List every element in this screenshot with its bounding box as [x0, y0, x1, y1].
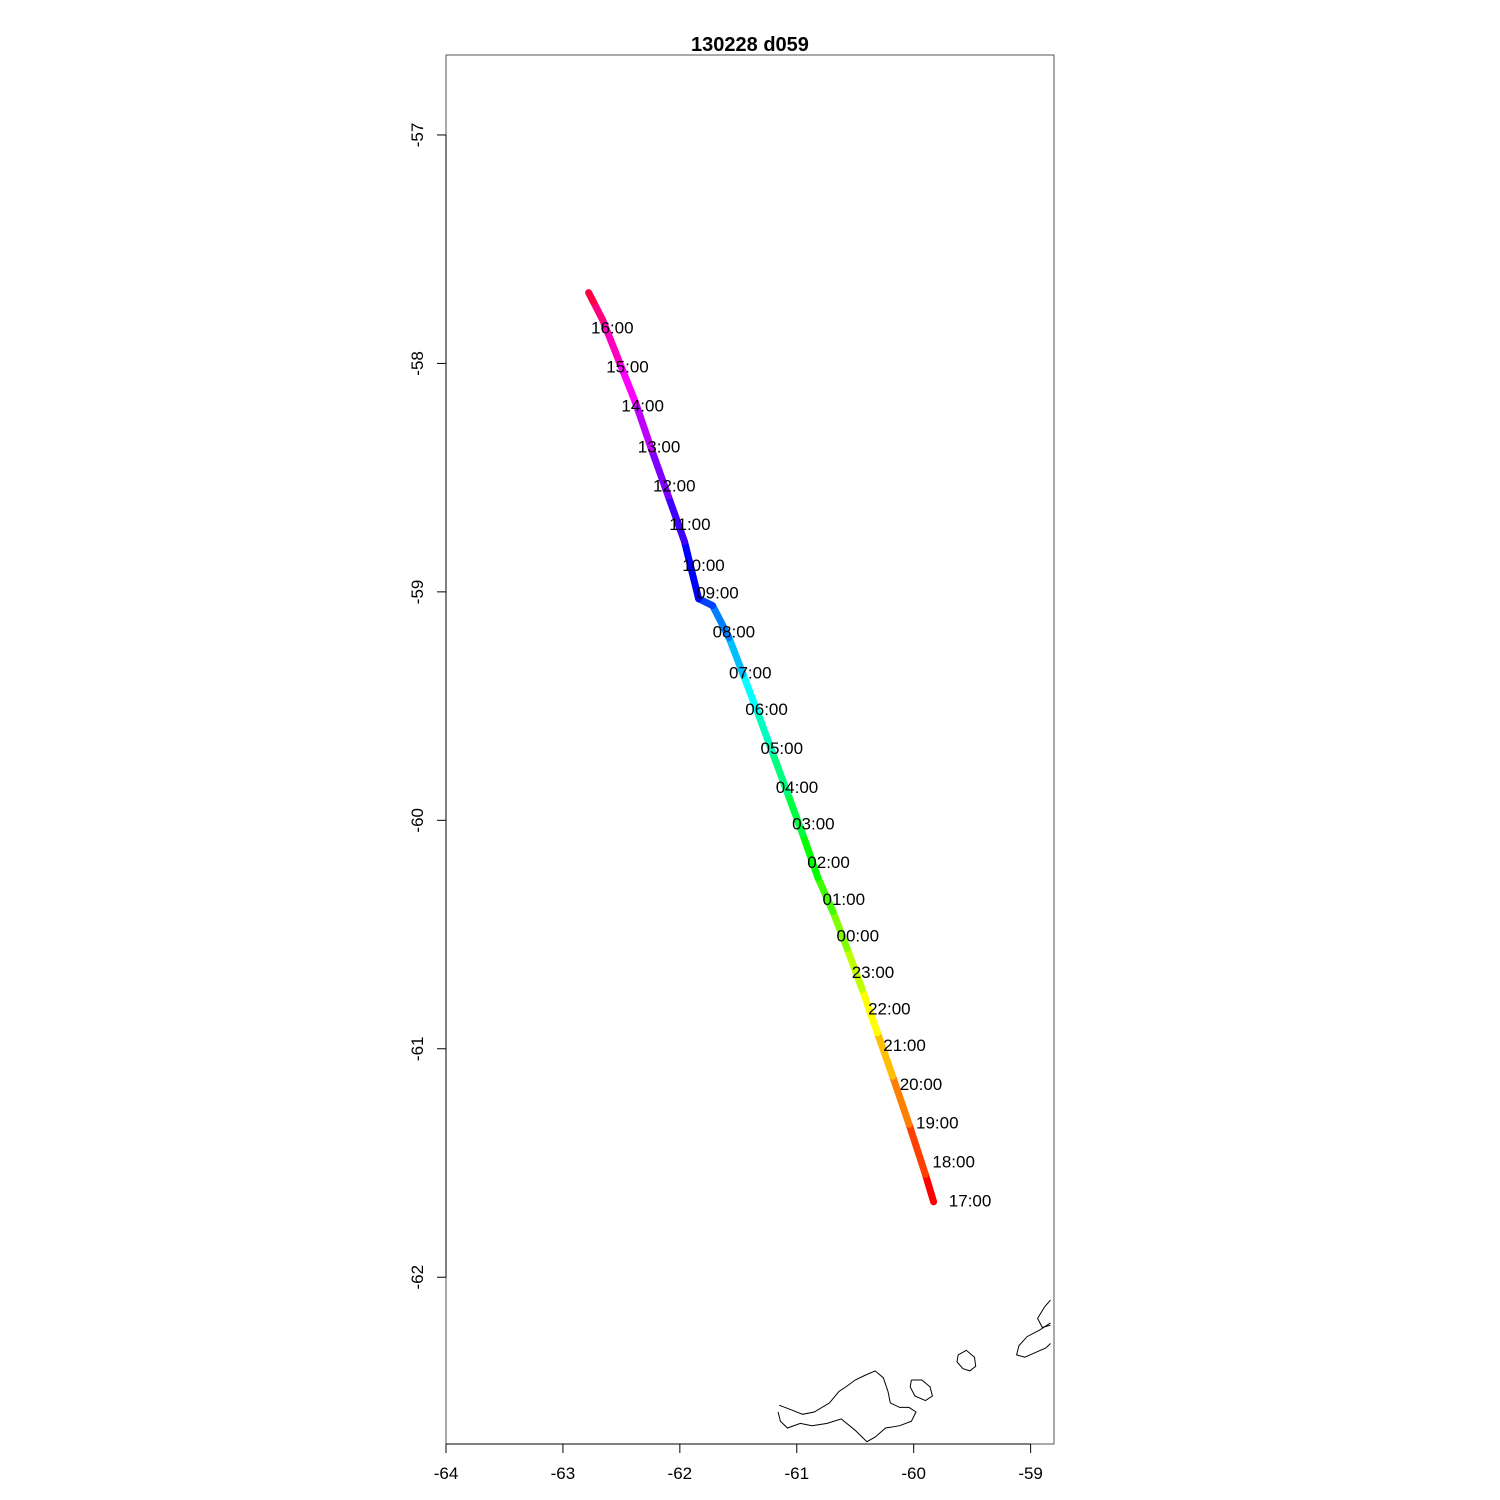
y-tick-label: -59 [408, 580, 427, 605]
time-label: 01:00 [823, 890, 866, 909]
track-segment [753, 707, 776, 756]
time-label: 11:00 [669, 515, 710, 534]
track-segment [768, 748, 791, 797]
time-label: 15:00 [606, 357, 649, 376]
track-segment [799, 830, 822, 881]
track-segment [889, 1072, 913, 1128]
time-label: 18:00 [932, 1152, 975, 1171]
track-segment [725, 634, 747, 678]
coastline-segment-2 [956, 1349, 977, 1372]
time-label: 22:00 [868, 999, 911, 1018]
track-layer [585, 289, 938, 1206]
coastline-segment-1 [909, 1379, 933, 1402]
x-tick-label: -59 [1018, 1464, 1043, 1483]
y-tick-label: -57 [408, 123, 427, 148]
plot-title: 130228 d059 [691, 34, 809, 56]
time-label: 08:00 [713, 622, 756, 641]
coastline-layer [777, 1299, 1051, 1443]
time-label: 04:00 [776, 778, 819, 797]
time-label: 12:00 [653, 476, 696, 495]
y-axis: -57 -58 -59 -60 -61 -62 [408, 123, 447, 1290]
x-tick-label: -63 [551, 1464, 576, 1483]
coastline-segment-0 [777, 1370, 917, 1443]
track-segment [921, 1170, 938, 1206]
track-segment [814, 873, 837, 916]
track-segment [585, 289, 597, 306]
time-label: 05:00 [761, 739, 804, 758]
track-segment [858, 985, 881, 1037]
track-segment [648, 446, 672, 500]
track-segment [709, 602, 733, 642]
x-tick-label: -61 [784, 1464, 809, 1483]
track-segment [615, 357, 639, 406]
time-label: 10:00 [682, 556, 725, 575]
time-label: 07:00 [729, 664, 772, 683]
time-label: 13:00 [638, 437, 681, 456]
coastline-segment-4 [1037, 1299, 1051, 1329]
time-label-layer: 17:00 18:00 19:00 20:00 21:00 22:00 23:00 00:00… [591, 319, 991, 1211]
track-segment [599, 316, 623, 365]
x-tick-label: -62 [668, 1464, 693, 1483]
time-label: 02:00 [807, 853, 850, 872]
x-axis: -64 -63 -62 -61 -60 -59 [434, 1443, 1043, 1483]
plot-frame [445, 54, 1055, 1445]
track-segment [739, 670, 761, 715]
time-label: 19:00 [916, 1114, 959, 1133]
track-segment [783, 789, 807, 838]
time-label: 06:00 [745, 700, 788, 719]
track-segment [681, 538, 703, 603]
x-tick-label: -64 [434, 1464, 459, 1483]
track-segment [664, 492, 688, 546]
time-label: 17:00 [949, 1191, 992, 1210]
track-segment [829, 908, 851, 952]
coastline-segment-3 [1015, 1322, 1051, 1358]
time-label: 16:00 [591, 319, 634, 338]
time-label: 09:00 [696, 584, 739, 603]
time-label: 21:00 [883, 1036, 926, 1055]
track-segment [905, 1120, 929, 1178]
time-label: 23:00 [852, 963, 895, 982]
y-tick-label: -58 [408, 351, 427, 376]
time-label: 00:00 [837, 926, 880, 945]
track-segment [843, 944, 866, 993]
x-tick-label: -60 [901, 1464, 926, 1483]
time-label: 20:00 [900, 1075, 943, 1094]
y-tick-label: -60 [408, 808, 427, 833]
time-label: 14:00 [621, 396, 664, 415]
y-tick-label: -62 [408, 1265, 427, 1290]
track-segment [631, 398, 656, 454]
time-label: 03:00 [792, 814, 835, 833]
y-tick-label: -61 [408, 1037, 427, 1062]
track-segment [873, 1029, 897, 1080]
